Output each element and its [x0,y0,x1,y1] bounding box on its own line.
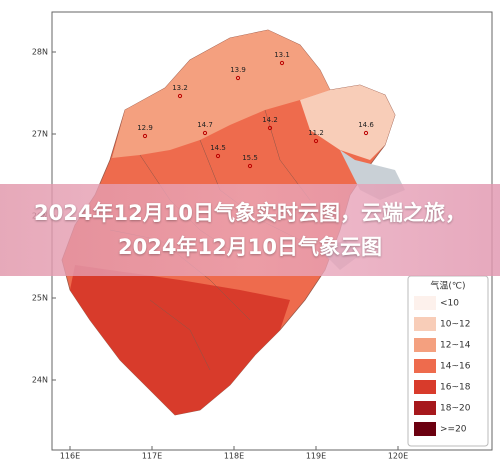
station-dot [202,130,208,136]
station-label: 13.1 [274,51,290,59]
station-label: 11.2 [308,129,324,137]
station-dot [279,60,285,66]
station-dot [363,130,369,136]
legend-label: 10~12 [440,320,470,330]
legend-label: 18~20 [440,404,471,414]
x-tick-label: 117E [142,452,162,461]
station-dot [142,133,148,139]
islands [320,150,405,270]
station-label: 15.5 [242,154,258,162]
station-label: 14.5 [210,144,226,152]
station-label: 12.9 [137,124,153,132]
station-dot [267,125,273,131]
land-northeast [300,85,395,160]
legend-swatch [414,380,436,394]
legend-label: 16~18 [440,383,471,393]
station-dot [215,153,221,159]
station-label: 13.2 [172,84,188,92]
station-label: 14.6 [358,121,374,129]
y-tick-label: 27N [32,130,48,139]
y-tick-label: 24N [32,376,48,385]
x-tick-label: 116E [60,452,80,461]
title-band: 2024年12月10日气象实时云图，云端之旅，2024年12月10日气象云图 [0,184,500,276]
legend-label: <10 [440,299,459,309]
legend-title: 气温(℃) [430,280,465,292]
legend-label: 12~14 [440,341,471,351]
legend-swatch [414,296,436,310]
station-label: 13.9 [230,66,246,74]
station-label: 14.7 [197,121,213,129]
station-dot [177,93,183,99]
legend-swatch [414,317,436,331]
x-tick-label: 118E [224,452,244,461]
x-tick-label: 120E [388,452,408,461]
title: 2024年12月10日气象实时云图，云端之旅，2024年12月10日气象云图 [34,201,466,259]
land-north [112,30,330,158]
legend-label: 14~16 [440,362,471,372]
station-label: 14.2 [262,116,278,124]
land-south [70,265,290,415]
y-tick-label: 28N [32,48,48,57]
legend-label: >=20 [440,425,467,435]
station-dot [313,138,319,144]
legend-swatch [414,359,436,373]
legend-swatch [414,422,436,436]
y-tick-label: 25N [32,294,48,303]
legend-swatch [414,401,436,415]
station-dot [247,163,253,169]
x-tick-label: 119E [306,452,326,461]
legend-swatch [414,338,436,352]
station-dot [235,75,241,81]
